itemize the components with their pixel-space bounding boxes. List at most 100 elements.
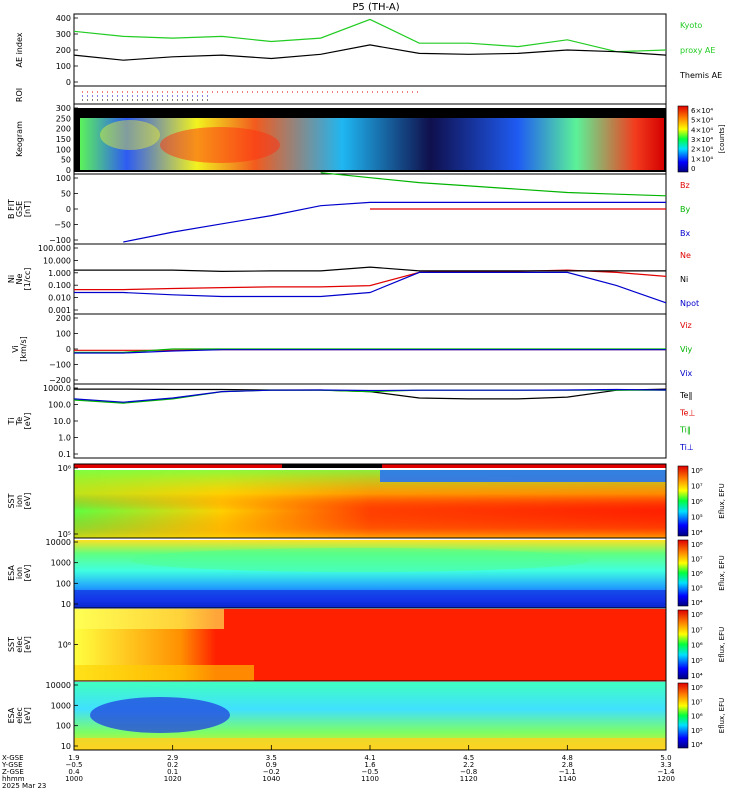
colorbar-sst_e [677, 609, 689, 680]
series-line-Kyoto proxy AE [73, 18, 667, 53]
xtick-label: 1000 [65, 775, 83, 783]
xtick-label: −1.4 [658, 768, 676, 776]
xtick-label: 1140 [558, 775, 576, 783]
ytick-label: 400 [56, 14, 71, 23]
legend-entry: proxy AE [680, 46, 715, 55]
xtick-label: −0.5 [362, 768, 379, 776]
colorbar-tick: 6×10⁴ [691, 107, 713, 115]
colorbar-tick: 10⁷ [691, 626, 703, 634]
ylabel-line: elec [15, 636, 24, 652]
ytick-label: 100 [56, 330, 71, 339]
legend-entry: Vix [680, 369, 693, 378]
ylabel-line: Vi [11, 345, 20, 353]
sst-elec-spectrogram [74, 609, 666, 681]
xtick-label: 1200 [657, 775, 675, 783]
colorbar-sst_i [677, 465, 689, 537]
legend-entry: Bz [680, 181, 690, 190]
ylabel-keogram: Keogram [15, 121, 24, 157]
ylabel-line: ROI [15, 88, 24, 102]
ytick-label: 0 [66, 78, 71, 87]
colorbar-tick: 10⁴ [691, 529, 703, 537]
colorbar-esa_e [677, 682, 689, 749]
ylabel-line: elec [15, 707, 24, 723]
xtick-label: −0.5 [66, 761, 83, 769]
legend-entry: Themis AE [679, 71, 722, 80]
series-line-Ni [74, 266, 666, 273]
ylabel-velocity: Vi[km/s] [11, 336, 28, 362]
legend-entry: Npot [680, 299, 699, 308]
ytick-label: 0.1 [58, 450, 71, 459]
ytick-label: −100 [49, 361, 71, 370]
ytick-label: 1.000 [48, 269, 71, 278]
colorbar-tick: 10⁵ [691, 585, 703, 593]
series-line-Themis AE [73, 44, 667, 61]
ytick-label: 10⁵ [58, 530, 71, 539]
ytick-label: 0 [66, 345, 71, 354]
legend-entry: Ti⊥ [679, 443, 694, 452]
series-line-By [320, 172, 667, 197]
sst-ion-spectrogram [74, 464, 666, 538]
series-line-Vix [74, 349, 666, 354]
ytick-label: 100 [56, 145, 71, 154]
ytick-label: 50 [61, 156, 71, 165]
series-line-Npot [74, 271, 667, 304]
ytick-label: 10.000 [43, 256, 71, 265]
colorbar-tick: 10⁸ [691, 541, 703, 549]
legend-entry: Ti‖ [679, 426, 691, 435]
ylabel-line: [eV] [23, 413, 32, 430]
esa-elec-spectrogram [74, 682, 666, 750]
xtick-label: 2.8 [562, 761, 573, 769]
colorbar-tick: 10⁷ [691, 698, 703, 706]
ytick-label: 300 [56, 104, 71, 113]
ylabel-density: NiNe[1/cc] [7, 268, 32, 291]
colorbar-tick: 10⁶ [691, 642, 703, 650]
ylabel-line: AE index [15, 32, 24, 67]
colorbar-tick: 10⁵ [691, 727, 703, 735]
ylabel-line: [eV] [23, 707, 32, 724]
ylabel-line: [1/cc] [23, 268, 32, 291]
ytick-label: 1.0 [58, 434, 71, 443]
xtick-label: −1.1 [559, 768, 576, 776]
ytick-label: 10000 [46, 538, 71, 547]
xaxis-row-label: Z-GSE [2, 768, 24, 776]
colorbar-tick: 10⁴ [691, 672, 703, 680]
ylabel-line: Ne [15, 273, 24, 284]
ytick-label: 10 [61, 600, 71, 609]
ylabel-line: [km/s] [19, 336, 28, 362]
colorbar-tick: 10⁵ [691, 657, 703, 665]
xtick-label: −0.2 [263, 768, 280, 776]
ylabel-esa_i: ESAion[eV] [7, 565, 32, 582]
ytick-label: 10⁶ [58, 464, 71, 473]
xaxis-row-label: X-GSE [2, 754, 24, 762]
ylabel-line: ESA [7, 565, 16, 581]
ylabel-line: ion [15, 495, 24, 507]
ytick-label: −50 [54, 221, 71, 230]
colorbar-tick: 10⁴ [691, 741, 703, 749]
xtick-label: 4.8 [562, 754, 573, 762]
legend-entry: Viy [680, 345, 693, 354]
chart-title: P5 (TH-A) [352, 2, 399, 13]
ytick-label: 100 [56, 174, 71, 183]
colorbar-tick: 10⁸ [691, 684, 703, 692]
ytick-label: −200 [49, 376, 71, 385]
xtick-label: 1020 [164, 775, 182, 783]
ylabel-line: [nT] [23, 201, 32, 217]
ytick-label: 1000.0 [43, 384, 71, 393]
xtick-label: 0.4 [68, 768, 80, 776]
ytick-label: 0.001 [48, 306, 71, 315]
ytick-label: 0.010 [48, 294, 71, 303]
panel-frame-roi [73, 85, 667, 105]
ytick-label: 1000 [51, 701, 71, 710]
ytick-label: 10⁶ [58, 641, 71, 650]
legend-entry: Bx [680, 229, 690, 238]
xtick-label: 0.1 [167, 768, 178, 776]
ylabel-temp: TiTe[eV] [7, 413, 32, 430]
colorbar-label: Eflux, EFU [718, 483, 726, 518]
ytick-label: 10 [61, 742, 71, 751]
ylabel-esa_e: ESAelec[eV] [7, 707, 32, 724]
colorbar-tick: 10⁶ [691, 713, 703, 721]
ytick-label: 250 [56, 114, 71, 123]
xaxis-row-label: 2025 Mar 23 [2, 782, 46, 790]
ytick-label: 300 [56, 30, 71, 39]
legend-entry: Ni [680, 275, 688, 284]
